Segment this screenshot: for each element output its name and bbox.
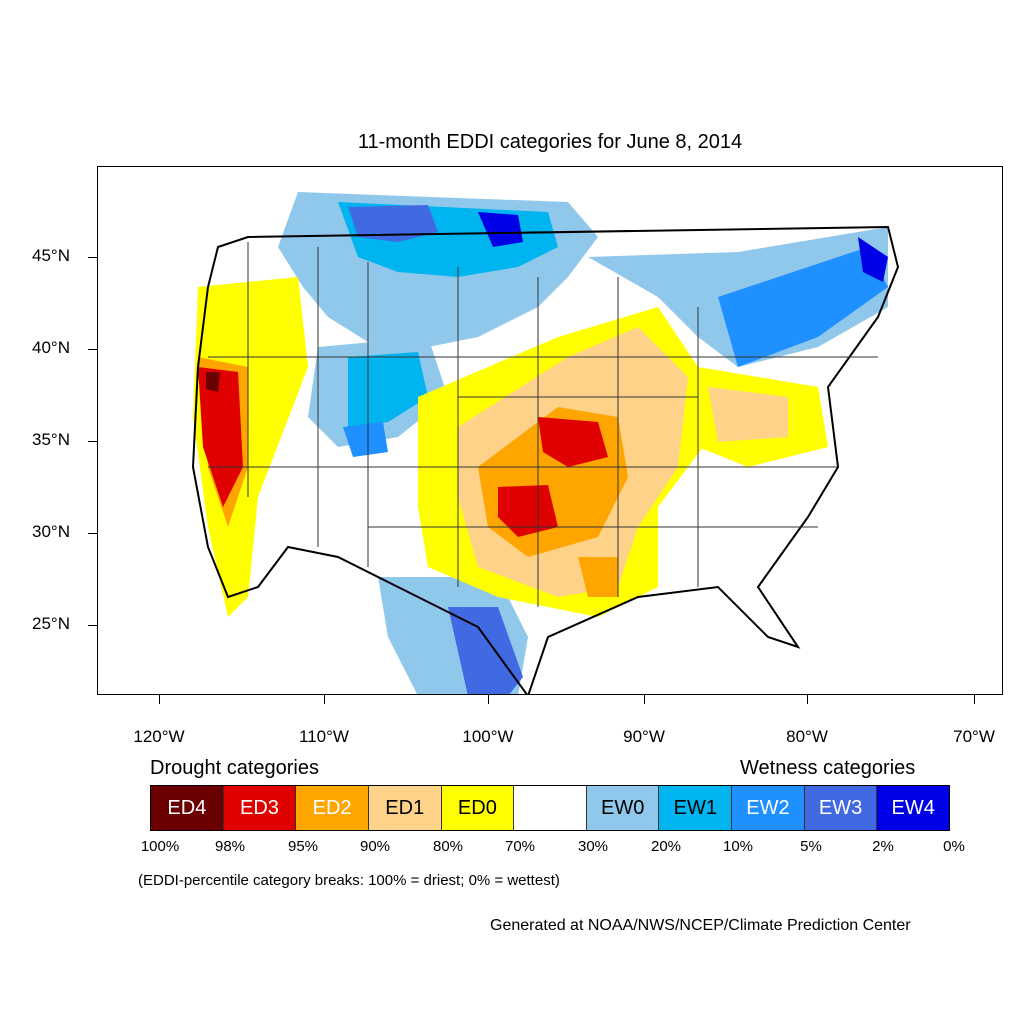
pct-break-label: 10% <box>722 838 754 855</box>
pct-break-label: 100% <box>140 838 180 855</box>
lon-tick <box>488 695 489 704</box>
lon-label-120w: 120°W <box>133 727 185 746</box>
lon-label-90w: 90°W <box>623 727 665 746</box>
pct-break-label: 90% <box>359 838 391 855</box>
pct-break-label: 80% <box>432 838 464 855</box>
drought-region-california-ed3 <box>198 367 243 507</box>
pct-break-label: 98% <box>214 838 246 855</box>
eddi-map <box>97 166 1003 695</box>
pct-break-label: 0% <box>943 838 965 855</box>
lon-label-110w: 110°W <box>299 727 349 746</box>
state-borders <box>208 242 878 607</box>
legend-swatch-ew4: EW4 <box>877 786 950 830</box>
legend-swatch-ed3: ED3 <box>223 786 297 830</box>
pct-break-label: 20% <box>650 838 682 855</box>
lon-label-80w: 80°W <box>786 727 828 746</box>
lon-tick <box>807 695 808 704</box>
map-canvas <box>191 192 900 694</box>
pct-break-label: 2% <box>872 838 894 855</box>
lon-tick <box>974 695 975 704</box>
lat-tick <box>88 625 97 626</box>
lon-tick <box>159 695 160 704</box>
legend-swatch-neutral <box>514 786 587 830</box>
lon-tick <box>644 695 645 704</box>
map-title: 11-month EDDI categories for June 8, 201… <box>357 131 743 153</box>
wet-region-northeast-ew2 <box>718 247 888 367</box>
drought-categories-heading: Drought categories <box>150 757 319 779</box>
drought-region-louisiana-ed2 <box>578 557 618 597</box>
wet-region-utah-ew3 <box>343 422 388 457</box>
legend-swatch-ed4: ED4 <box>151 786 224 830</box>
lat-label-40n: 40°N <box>32 338 70 357</box>
wet-region-northern-ew4 <box>478 212 523 247</box>
legend-swatch-ew1: EW1 <box>659 786 733 830</box>
legend-swatch-ed1: ED1 <box>368 786 442 830</box>
us-outline <box>191 225 900 694</box>
drought-region-california-ed4 <box>206 372 220 392</box>
drought-region-kansas-ed3 <box>538 417 608 467</box>
wet-region-northern-ew3 <box>348 205 438 242</box>
lat-tick <box>88 441 97 442</box>
lat-tick <box>88 349 97 350</box>
wetness-categories-heading: Wetness categories <box>740 757 916 779</box>
legend-colorbar: ED4 ED3 ED2 ED1 ED0 EW0 EW1 EW2 EW3 EW4 <box>150 785 950 831</box>
pct-break-label: 70% <box>504 838 536 855</box>
drought-region-oklahoma-ed3 <box>498 485 558 537</box>
legend-swatch-ed2: ED2 <box>296 786 369 830</box>
wet-region-maine-ew4 <box>858 237 888 282</box>
lon-label-70w: 70°W <box>953 727 995 746</box>
legend-swatch-ew3: EW3 <box>804 786 878 830</box>
wet-region-south-texas-ew3 <box>448 607 523 694</box>
legend-swatch-ew2: EW2 <box>732 786 805 830</box>
credit-line: Generated at NOAA/NWS/NCEP/Climate Predi… <box>490 917 911 934</box>
pct-break-label: 5% <box>800 838 822 855</box>
lon-tick <box>324 695 325 704</box>
lat-label-45n: 45°N <box>32 246 70 265</box>
category-breaks-note: (EDDI-percentile category breaks: 100% =… <box>138 872 560 889</box>
lat-label-35n: 35°N <box>32 430 70 449</box>
legend-swatch-ed0: ED0 <box>441 786 515 830</box>
lat-tick <box>88 257 97 258</box>
pct-break-label: 30% <box>577 838 609 855</box>
legend-swatch-ew0: EW0 <box>586 786 660 830</box>
lat-label-25n: 25°N <box>32 614 70 633</box>
lat-label-30n: 30°N <box>32 522 70 541</box>
lat-tick <box>88 533 97 534</box>
pct-break-label: 95% <box>287 838 319 855</box>
drought-region-east-ed1 <box>708 387 788 442</box>
lon-label-100w: 100°W <box>462 727 514 746</box>
